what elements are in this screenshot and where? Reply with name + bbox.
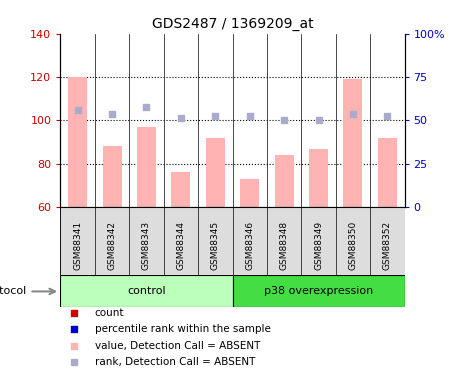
Text: GDS2487 / 1369209_at: GDS2487 / 1369209_at bbox=[152, 17, 313, 31]
Bar bbox=[275, 155, 293, 207]
Point bbox=[108, 111, 116, 117]
Point bbox=[177, 115, 185, 121]
Text: GSM88348: GSM88348 bbox=[279, 221, 289, 270]
Text: control: control bbox=[127, 286, 166, 296]
Text: GSM88342: GSM88342 bbox=[107, 221, 117, 270]
Bar bbox=[240, 179, 259, 207]
Text: GSM88344: GSM88344 bbox=[176, 221, 186, 270]
Text: GSM88350: GSM88350 bbox=[348, 221, 358, 270]
Point bbox=[143, 104, 150, 110]
Bar bbox=[60, 276, 232, 308]
Bar bbox=[68, 77, 87, 207]
Point bbox=[212, 113, 219, 119]
Point bbox=[74, 106, 81, 112]
Bar bbox=[344, 79, 362, 207]
Point bbox=[315, 117, 322, 123]
Bar bbox=[232, 276, 405, 308]
Bar bbox=[103, 146, 121, 207]
Text: GSM88345: GSM88345 bbox=[211, 221, 220, 270]
Text: count: count bbox=[95, 308, 124, 318]
Text: protocol: protocol bbox=[0, 286, 26, 296]
Bar bbox=[172, 172, 190, 207]
Text: rank, Detection Call = ABSENT: rank, Detection Call = ABSENT bbox=[95, 357, 255, 367]
Text: GSM88346: GSM88346 bbox=[245, 221, 254, 270]
Bar bbox=[309, 148, 328, 207]
Text: value, Detection Call = ABSENT: value, Detection Call = ABSENT bbox=[95, 341, 260, 351]
Point bbox=[349, 111, 357, 117]
Bar bbox=[378, 138, 397, 207]
Point bbox=[384, 113, 391, 119]
Text: GSM88352: GSM88352 bbox=[383, 221, 392, 270]
Text: GSM88349: GSM88349 bbox=[314, 221, 323, 270]
Point bbox=[354, 255, 361, 261]
Bar bbox=[206, 138, 225, 207]
Text: p38 overexpression: p38 overexpression bbox=[264, 286, 373, 296]
Text: GSM88341: GSM88341 bbox=[73, 221, 82, 270]
Point bbox=[280, 117, 288, 123]
Point bbox=[246, 113, 253, 119]
Point bbox=[354, 104, 361, 110]
Text: GSM88343: GSM88343 bbox=[142, 221, 151, 270]
Bar bbox=[137, 127, 156, 207]
Text: percentile rank within the sample: percentile rank within the sample bbox=[95, 324, 271, 334]
